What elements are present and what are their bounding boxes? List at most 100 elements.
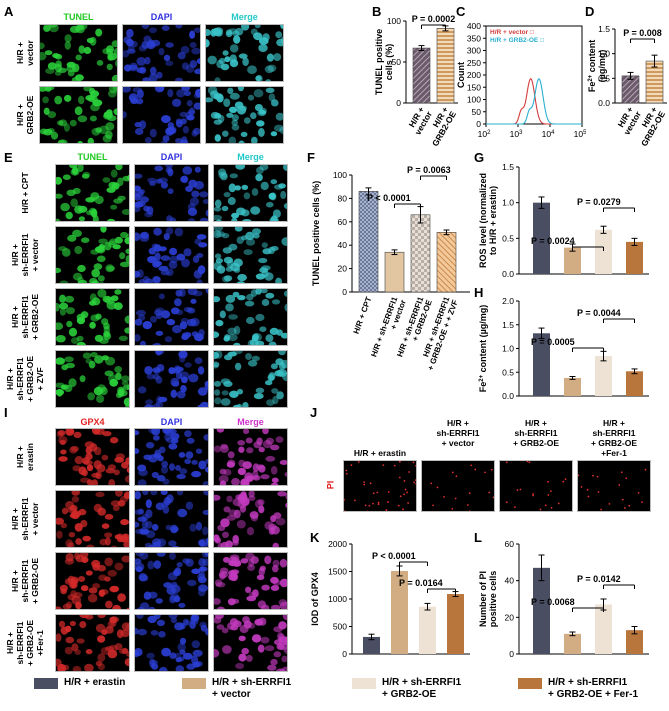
A-micrograph bbox=[122, 24, 201, 82]
y-tick-label: 40 bbox=[505, 576, 515, 586]
p-value-label: P = 0.008 bbox=[623, 28, 662, 38]
bar bbox=[436, 28, 455, 104]
cell-nucleus bbox=[45, 87, 52, 92]
cell-nucleus bbox=[58, 430, 66, 436]
cell-nucleus bbox=[284, 471, 287, 477]
j-column-title: H/R + sh-ERRFI1 + GRB2-OE bbox=[512, 418, 560, 448]
cell-nucleus bbox=[119, 261, 129, 268]
cell-nucleus bbox=[270, 444, 280, 451]
legend-label: H/R + sh-ERRFI1 + vector bbox=[212, 677, 292, 700]
cell-nucleus bbox=[160, 491, 168, 495]
cell-nucleus bbox=[214, 389, 221, 396]
cell-nucleus bbox=[71, 491, 80, 496]
cell-nucleus bbox=[114, 366, 123, 373]
cell-nucleus bbox=[85, 453, 93, 460]
cell-nucleus bbox=[97, 289, 107, 298]
panel-label-d: D bbox=[585, 4, 595, 19]
cell-nucleus bbox=[65, 636, 75, 644]
cell-nucleus bbox=[240, 558, 249, 564]
cell-nucleus bbox=[93, 386, 103, 396]
bar bbox=[419, 606, 436, 654]
cell-nucleus bbox=[193, 269, 203, 279]
cell-nucleus bbox=[97, 564, 106, 572]
cell-nucleus bbox=[275, 436, 284, 443]
y-axis-label: TUNEL positivecells (%) bbox=[374, 29, 394, 95]
cell-nucleus bbox=[123, 50, 130, 58]
cell-nucleus bbox=[77, 165, 84, 173]
y-tick-label: 0.5 bbox=[502, 367, 514, 377]
cell-nucleus bbox=[78, 45, 85, 54]
cell-nucleus bbox=[252, 233, 260, 239]
cell-nucleus bbox=[138, 386, 147, 394]
cell-nucleus bbox=[131, 40, 138, 48]
cell-nucleus bbox=[64, 646, 73, 655]
y-tick-label: 2.0 bbox=[502, 296, 514, 306]
E-column-title: TUNEL bbox=[77, 152, 108, 162]
cell-nucleus bbox=[260, 181, 269, 191]
cell-nucleus bbox=[279, 558, 287, 568]
cell-nucleus bbox=[144, 542, 153, 547]
cell-nucleus bbox=[126, 28, 134, 38]
cell-nucleus bbox=[278, 633, 285, 641]
cell-nucleus bbox=[150, 491, 158, 496]
cell-nucleus bbox=[84, 663, 94, 671]
cell-nucleus bbox=[154, 260, 163, 267]
cell-nucleus bbox=[215, 319, 224, 327]
cell-nucleus bbox=[147, 177, 157, 183]
cell-nucleus bbox=[56, 530, 63, 539]
cell-nucleus bbox=[151, 39, 161, 47]
cell-nucleus bbox=[123, 36, 132, 44]
cell-nucleus bbox=[188, 373, 199, 383]
cell-nucleus bbox=[221, 233, 230, 239]
E-row-label: H/R + sh-ERRFI1 + vector bbox=[10, 233, 40, 277]
cell-nucleus bbox=[266, 399, 275, 406]
bar bbox=[412, 47, 431, 104]
cell-nucleus bbox=[237, 494, 248, 503]
cell-nucleus bbox=[244, 117, 251, 124]
cell-nucleus bbox=[160, 255, 171, 261]
y-tick-label: 100 bbox=[333, 170, 347, 180]
cell-nucleus bbox=[111, 40, 117, 48]
E-row-label: H/R + CPT bbox=[20, 172, 30, 214]
cell-nucleus bbox=[223, 506, 231, 513]
cell-nucleus bbox=[214, 253, 222, 259]
p-value-label: P = 0.0044 bbox=[577, 308, 621, 318]
cell-nucleus bbox=[198, 329, 205, 337]
cell-nucleus bbox=[70, 510, 80, 520]
cell-nucleus bbox=[170, 389, 178, 398]
cell-nucleus bbox=[72, 229, 82, 237]
y-tick-label: 500 bbox=[333, 622, 347, 632]
cell-nucleus bbox=[172, 381, 180, 387]
cell-nucleus bbox=[175, 665, 184, 671]
cell-nucleus bbox=[121, 647, 129, 654]
cell-nucleus bbox=[167, 188, 174, 195]
cell-nucleus bbox=[183, 619, 191, 626]
y-tick-label: 150 bbox=[467, 82, 481, 92]
j-column-title: H/R + sh-ERRFI1 + vector bbox=[436, 418, 480, 448]
cell-nucleus bbox=[138, 573, 148, 582]
cell-nucleus bbox=[223, 336, 230, 342]
cell-nucleus bbox=[265, 380, 273, 386]
cell-nucleus bbox=[233, 258, 243, 267]
cell-nucleus bbox=[214, 380, 222, 387]
cell-nucleus bbox=[258, 44, 268, 52]
I-micrograph bbox=[213, 552, 288, 610]
cell-nucleus bbox=[152, 373, 160, 380]
cell-nucleus bbox=[43, 25, 50, 33]
cell-nucleus bbox=[182, 652, 193, 660]
cell-nucleus bbox=[242, 616, 250, 624]
cell-nucleus bbox=[56, 517, 64, 525]
cell-nucleus bbox=[117, 177, 124, 187]
cell-nucleus bbox=[203, 434, 208, 441]
cell-nucleus bbox=[155, 598, 163, 604]
cell-nucleus bbox=[64, 40, 71, 50]
cell-nucleus bbox=[229, 92, 240, 100]
cell-nucleus bbox=[216, 624, 225, 630]
cell-nucleus bbox=[103, 332, 110, 338]
cell-nucleus bbox=[216, 265, 226, 274]
cell-nucleus bbox=[124, 475, 129, 483]
cell-nucleus bbox=[63, 123, 70, 132]
cell-nucleus bbox=[237, 467, 246, 476]
cell-nucleus bbox=[196, 58, 200, 65]
cell-nucleus bbox=[242, 461, 252, 469]
